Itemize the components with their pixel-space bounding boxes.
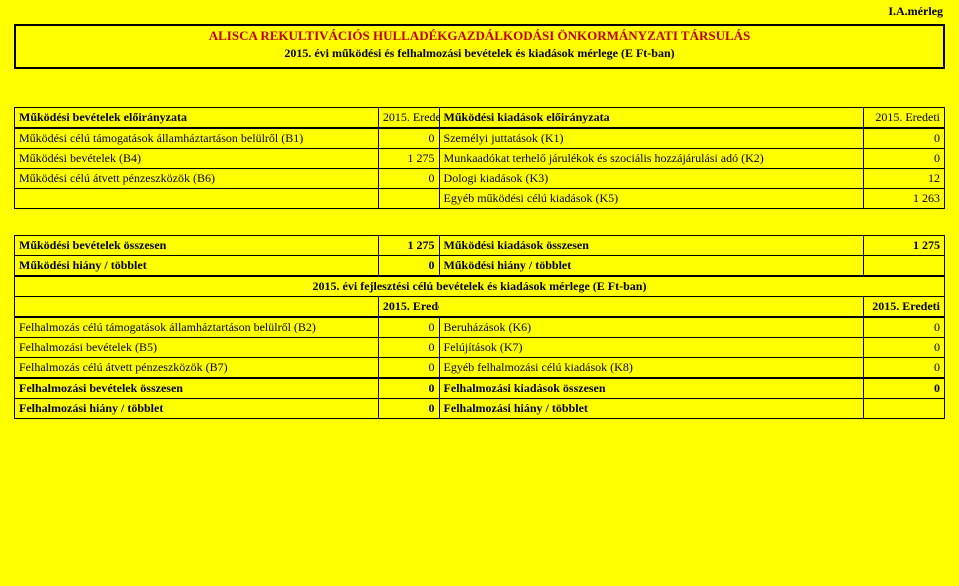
cell: 0 [378,256,439,276]
cell: 1 275 [864,236,945,256]
cell [864,399,945,419]
cell: 0 [378,318,439,338]
cell: Felhalmozás célú támogatások államháztar… [15,318,379,338]
cell: Működési bevételek összesen [15,236,379,256]
cell [439,297,864,317]
cell: Felhalmozási hiány / többlet [15,399,379,419]
cell [15,297,379,317]
cell: Felhalmozás célú átvett pénzeszközök (B7… [15,358,379,378]
cell: 0 [864,318,945,338]
cell: Személyi juttatások (K1) [439,129,864,149]
table-row: Felhalmozás célú támogatások államháztar… [15,318,945,338]
cell: Felhalmozási bevételek (B5) [15,338,379,358]
cell: 0 [378,169,439,189]
cell: Felhalmozási kiadások összesen [439,379,864,399]
table-row: Felhalmozási hiány / többlet 0 Felhalmoz… [15,399,945,419]
section1-rows: Működési célú támogatások államháztartás… [14,128,945,209]
subtitle: 2015. évi működési és felhalmozási bevét… [22,46,937,61]
cell: 0 [864,149,945,169]
cell: 1 275 [378,149,439,169]
cell [378,189,439,209]
cell: 0 [378,129,439,149]
table-row: Működési hiány / többlet 0 Működési hián… [15,256,945,276]
corner-label: I.A.mérleg [888,4,943,19]
section1-head: Működési bevételek előirányzata 2015. Er… [14,107,945,128]
section2-rows: Felhalmozás célú támogatások államháztar… [14,317,945,378]
cell: 0 [864,129,945,149]
table-row: Felhalmozási bevételek összesen 0 Felhal… [15,379,945,399]
cell: 0 [864,379,945,399]
cell: Működési hiány / többlet [439,256,864,276]
cell: 1 263 [864,189,945,209]
table-row: Működési bevételek (B4) 1 275 Munkaadóka… [15,149,945,169]
s1-year-right: 2015. Eredeti [864,108,945,128]
cell: Egyéb működési célú kiadások (K5) [439,189,864,209]
s2-title: 2015. évi fejlesztési célú bevételek és … [15,277,945,297]
cell: Felhalmozási bevételek összesen [15,379,379,399]
cell: 0 [864,338,945,358]
cell [15,189,379,209]
section2-totals: Felhalmozási bevételek összesen 0 Felhal… [14,378,945,419]
cell: 1 275 [378,236,439,256]
cell: 0 [378,379,439,399]
section1-totals: Működési bevételek összesen 1 275 Működé… [14,235,945,276]
cell: 0 [378,338,439,358]
table-row: Működési bevételek összesen 1 275 Működé… [15,236,945,256]
cell: 0 [864,358,945,378]
cell: 12 [864,169,945,189]
s2-year-right: 2015. Eredeti [864,297,945,317]
cell: Működési célú támogatások államháztartás… [15,129,379,149]
table-row: Felhalmozási bevételek (B5) 0 Felújításo… [15,338,945,358]
cell: Munkaadókat terhelő járulékok és szociál… [439,149,864,169]
header-box: ALISCA REKULTIVÁCIÓS HULLADÉKGAZDÁLKODÁS… [14,24,945,69]
cell: Működési kiadások összesen [439,236,864,256]
cell: Felhalmozási hiány / többlet [439,399,864,419]
cell: Egyéb felhalmozási célú kiadások (K8) [439,358,864,378]
table-row: Működési célú átvett pénzeszközök (B6) 0… [15,169,945,189]
cell: Működési célú átvett pénzeszközök (B6) [15,169,379,189]
cell: Működési bevételek (B4) [15,149,379,169]
s1-left-head: Működési bevételek előirányzata [15,108,379,128]
section2-head: 2015. évi fejlesztési célú bevételek és … [14,276,945,317]
table-row: Működési célú támogatások államháztartás… [15,129,945,149]
s1-year-left: 2015. Eredeti [378,108,439,128]
cell: Működési hiány / többlet [15,256,379,276]
table-row: Felhalmozás célú átvett pénzeszközök (B7… [15,358,945,378]
cell: Felújítások (K7) [439,338,864,358]
cell: 0 [378,358,439,378]
table-row: Egyéb működési célú kiadások (K5) 1 263 [15,189,945,209]
cell [864,256,945,276]
s1-right-head: Működési kiadások előirányzata [439,108,864,128]
s2-year-left: 2015. Eredeti [378,297,439,317]
org-title: ALISCA REKULTIVÁCIÓS HULLADÉKGAZDÁLKODÁS… [22,28,937,44]
cell: 0 [378,399,439,419]
cell: Beruházások (K6) [439,318,864,338]
cell: Dologi kiadások (K3) [439,169,864,189]
